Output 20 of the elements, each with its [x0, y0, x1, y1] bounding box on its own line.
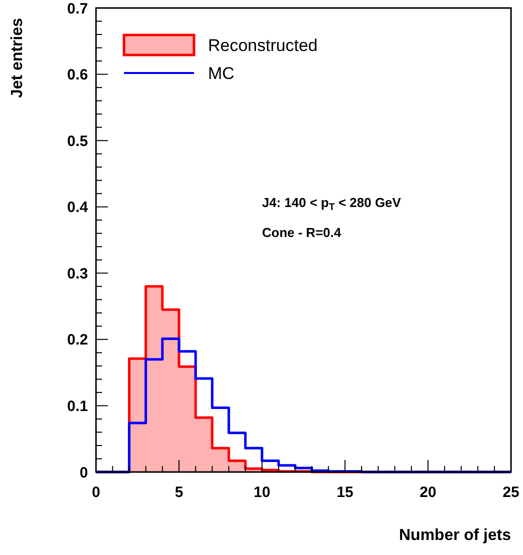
y-tick-label: 0.1 [67, 398, 88, 415]
y-axis-title: Jet entries [9, 18, 26, 98]
y-tick-label: 0 [80, 464, 88, 482]
y-tick-label: 0.2 [67, 332, 88, 349]
x-tick-label: 20 [420, 484, 436, 501]
x-tick-label: 15 [336, 484, 354, 501]
annotation: J4: 140 < p$_{T}$ < 280 GeV [262, 195, 402, 213]
y-tick-label: 0.6 [67, 66, 88, 84]
y-tick-label: 0.4 [67, 199, 89, 216]
x-tick-label: 25 [502, 484, 520, 501]
legend-label: MC [208, 64, 234, 83]
x-tick-label: 5 [174, 484, 184, 501]
y-tick-label: 0.3 [67, 265, 88, 282]
x-tick-label: 10 [254, 484, 270, 501]
x-tick-label: 0 [92, 484, 100, 501]
x-axis-title: Number of jets [398, 527, 512, 544]
y-tick-label: 0.5 [67, 132, 88, 150]
annotation: Cone - R=0.4 [262, 225, 342, 240]
y-tick-label: 0.7 [67, 0, 88, 18]
legend-label: Reconstructed [208, 36, 318, 55]
